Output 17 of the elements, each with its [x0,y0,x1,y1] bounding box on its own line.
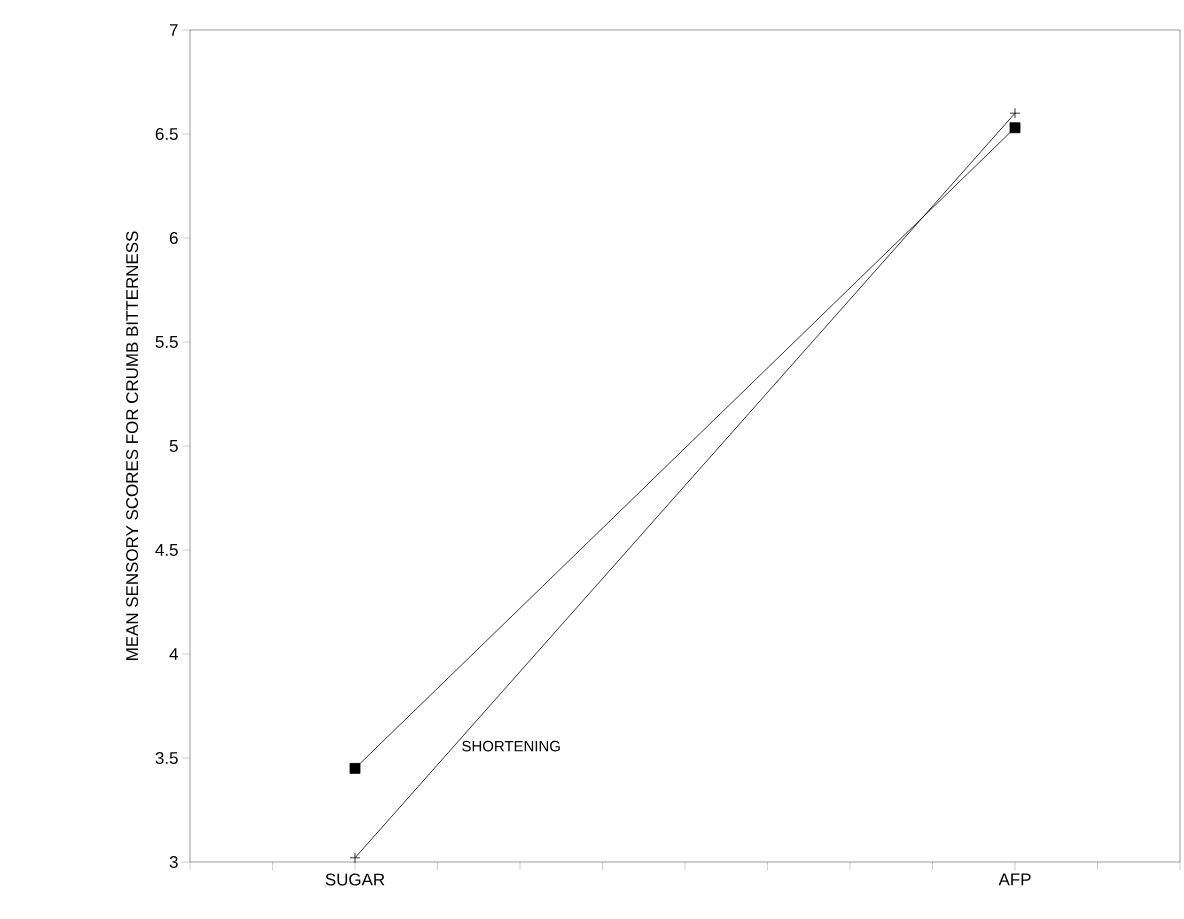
point [1009,122,1021,134]
y-tick-label: 7 [169,24,178,36]
series-label: SHORTENING [462,740,560,752]
y-axis-title: MEAN SENSORY SCORES FOR CRUMB BITTERNESS [126,231,139,660]
y-tick-label: 3.5 [155,752,178,764]
y-tick-label: 5.5 [155,336,178,348]
y-tick-label: 6 [169,231,178,244]
y-tick-label: 4 [169,648,178,660]
y-tick-label: 4.5 [155,544,178,556]
y-tick-label: 6.5 [155,127,178,140]
point [349,852,361,864]
point [1009,107,1021,119]
y-tick-label: 3 [169,856,178,868]
x-tick-label: SUGAR [325,873,385,886]
y-tick-label: 5 [169,440,178,452]
x-tick-label: AFP [998,873,1031,886]
point [349,763,361,774]
